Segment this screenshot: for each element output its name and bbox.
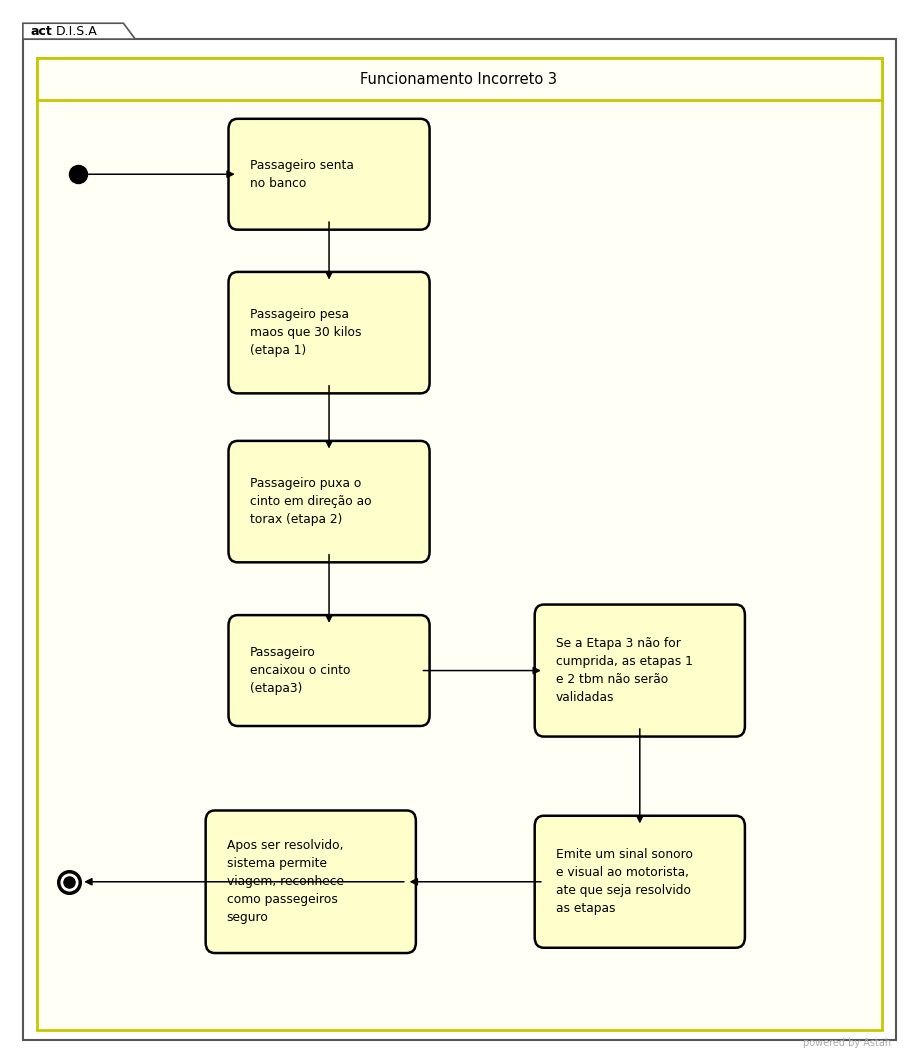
Text: Passageiro senta
no banco: Passageiro senta no banco (250, 158, 354, 190)
FancyBboxPatch shape (228, 441, 430, 562)
Text: Apos ser resolvido,
sistema permite
viagem, reconhece
como passegeiros
seguro: Apos ser resolvido, sistema permite viag… (227, 840, 344, 924)
Text: act: act (30, 24, 52, 38)
FancyBboxPatch shape (228, 119, 430, 230)
FancyBboxPatch shape (535, 604, 745, 737)
FancyBboxPatch shape (228, 271, 430, 393)
Text: Passageiro puxa o
cinto em direção ao
torax (etapa 2): Passageiro puxa o cinto em direção ao to… (250, 477, 371, 526)
Text: D.I.S.A: D.I.S.A (56, 24, 98, 38)
FancyBboxPatch shape (37, 58, 882, 100)
FancyBboxPatch shape (23, 39, 896, 1040)
Text: Emite um sinal sonoro
e visual ao motorista,
ate que seja resolvido
as etapas: Emite um sinal sonoro e visual ao motori… (556, 848, 693, 916)
FancyBboxPatch shape (535, 815, 745, 948)
Text: Se a Etapa 3 não for
cumprida, as etapas 1
e 2 tbm não serão
validadas: Se a Etapa 3 não for cumprida, as etapas… (556, 637, 693, 704)
Text: Passageiro pesa
maos que 30 kilos
(etapa 1): Passageiro pesa maos que 30 kilos (etapa… (250, 308, 361, 357)
Polygon shape (23, 23, 135, 39)
FancyBboxPatch shape (37, 58, 882, 1030)
Text: Funcionamento Incorreto 3: Funcionamento Incorreto 3 (360, 72, 558, 87)
Text: Passageiro
encaixou o cinto
(etapa3): Passageiro encaixou o cinto (etapa3) (250, 646, 350, 695)
FancyBboxPatch shape (206, 811, 416, 953)
FancyBboxPatch shape (228, 615, 430, 727)
Text: powered by Astah: powered by Astah (803, 1038, 891, 1048)
